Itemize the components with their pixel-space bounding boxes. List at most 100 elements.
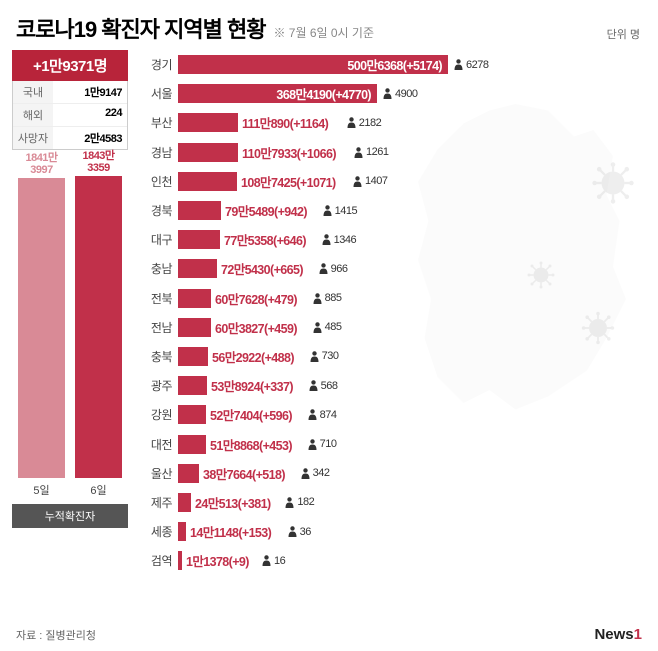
person-icon — [309, 380, 318, 391]
page-title: 코로나19 확진자 지역별 현황 — [16, 12, 265, 44]
hbar-value: 72만5430(+665) — [221, 259, 303, 278]
critical-count: 966 — [319, 263, 348, 275]
region-row: 검역 1만1378(+9) 16 — [138, 546, 646, 575]
region-label: 충남 — [138, 260, 172, 277]
critical-count: 568 — [309, 380, 338, 392]
critical-count: 730 — [310, 350, 339, 362]
person-icon — [454, 59, 463, 70]
critical-count: 4900 — [383, 88, 417, 100]
hbar-wrap: 60만3827(+459)485 — [178, 318, 646, 337]
critical-count: 2182 — [347, 117, 381, 129]
cumulative-barchart: 1841만 3997 5일 1843만 3359 6일 누적확진자 — [12, 168, 128, 548]
hbar-wrap: 38만7664(+518) 342 — [178, 464, 646, 483]
bars-container: 1841만 3997 5일 1843만 3359 6일 — [12, 168, 128, 498]
hbar-wrap: 60만7628(+479)885 — [178, 289, 646, 308]
region-rows: 경기500만6368(+5174)6278서울368만4190(+4770)49… — [138, 50, 646, 575]
region-label: 전남 — [138, 319, 172, 336]
stats-row: 사망자 2만4583 — [13, 126, 127, 149]
region-label: 경북 — [138, 202, 172, 219]
person-icon — [313, 293, 322, 304]
main: +1만9371명 국내 1만9147 해외 224 사망자 2만4583 184… — [0, 50, 658, 579]
region-row: 경남110만7933(+1066)1261 — [138, 138, 646, 167]
bar-prev-label: 1841만 3997 — [25, 152, 57, 176]
hbar-wrap: 500만6368(+5174) 6278 — [178, 55, 646, 74]
hbar-value: 500만6368(+5174) — [347, 55, 442, 74]
hbar — [178, 318, 211, 337]
bar-curr-top1: 1843만 — [82, 150, 114, 162]
region-label: 서울 — [138, 85, 172, 102]
critical-count: 710 — [308, 438, 337, 450]
hbar-value: 110만7933(+1066) — [242, 143, 336, 162]
stats-value: 1만9147 — [53, 81, 127, 103]
region-label: 세종 — [138, 523, 172, 540]
hbar-value: 53만8924(+337) — [211, 376, 293, 395]
hbar-wrap: 111만890(+1164) 2182 — [178, 113, 646, 132]
hbar-wrap: 108만7425(+1071)1407 — [178, 172, 646, 191]
critical-value: 1407 — [365, 175, 387, 187]
region-row: 충남 72만5430(+665) 966 — [138, 254, 646, 283]
bar-prev-day: 5일 — [33, 482, 49, 498]
region-row: 경기 500만6368(+5174) 6278 — [138, 50, 646, 79]
bar-curr-top2: 3359 — [87, 162, 109, 174]
region-label: 검역 — [138, 552, 172, 569]
region-label: 부산 — [138, 114, 172, 131]
critical-value: 966 — [331, 263, 348, 275]
hbar — [178, 289, 211, 308]
critical-count: 36 — [288, 526, 311, 538]
person-icon — [323, 205, 332, 216]
region-label: 인천 — [138, 173, 172, 190]
critical-value: 1261 — [366, 146, 388, 158]
critical-count: 1261 — [354, 146, 388, 158]
critical-value: 16 — [274, 555, 285, 567]
hbar-value: 111만890(+1164) — [242, 113, 328, 132]
stats-row: 국내 1만9147 — [13, 81, 127, 103]
critical-value: 2182 — [359, 117, 381, 129]
stats-label: 해외 — [13, 104, 53, 126]
hbar-wrap: 77만5358(+646)1346 — [178, 230, 646, 249]
hbar-value: 14만1148(+153) — [190, 522, 271, 541]
bar-curr: 1843만 3359 6일 — [75, 150, 122, 498]
hbar-wrap: 53만8924(+337) 568 — [178, 376, 646, 395]
hbar-wrap: 14만1148(+153) 36 — [178, 522, 646, 541]
person-icon — [285, 497, 294, 508]
hbar-value: 38만7664(+518) — [203, 464, 285, 483]
critical-count: 1415 — [323, 205, 357, 217]
critical-count: 885 — [313, 292, 342, 304]
hbar-wrap: 110만7933(+1066) 1261 — [178, 143, 646, 162]
hbar — [178, 522, 186, 541]
cumulative-label: 누적확진자 — [12, 504, 128, 528]
critical-count: 6278 — [454, 59, 488, 71]
region-row: 전남 60만3827(+459)485 — [138, 313, 646, 342]
bar-prev: 1841만 3997 5일 — [18, 152, 65, 498]
hbar-wrap: 24만513(+381) 182 — [178, 493, 646, 512]
hbar-value: 77만5358(+646) — [224, 230, 306, 249]
region-label: 광주 — [138, 377, 172, 394]
bar-prev-rect — [18, 178, 65, 478]
hbar — [178, 464, 199, 483]
critical-count: 342 — [301, 467, 330, 479]
person-icon — [288, 526, 297, 537]
region-row: 부산 111만890(+1164) 2182 — [138, 108, 646, 137]
bar-prev-top2: 3997 — [30, 164, 52, 176]
hbar-value: 60만3827(+459) — [215, 318, 297, 337]
hbar-value: 24만513(+381) — [195, 493, 271, 512]
region-label: 경기 — [138, 56, 172, 73]
hbar-wrap: 56만2922(+488)730 — [178, 347, 646, 366]
hbar — [178, 230, 220, 249]
stats-row: 해외 224 — [13, 103, 127, 126]
hbar — [178, 143, 238, 162]
hbar-value: 1만1378(+9) — [186, 551, 249, 570]
hbar — [178, 551, 182, 570]
right-panel: 경기500만6368(+5174)6278서울368만4190(+4770)49… — [138, 50, 646, 575]
person-icon — [308, 439, 317, 450]
stats-value: 2만4583 — [53, 127, 127, 149]
header: 코로나19 확진자 지역별 현황 ※ 7월 6일 0시 기준 — [0, 0, 658, 50]
critical-value: 710 — [320, 438, 337, 450]
critical-count: 1407 — [353, 175, 387, 187]
critical-count: 16 — [262, 555, 285, 567]
region-label: 울산 — [138, 465, 172, 482]
bar-curr-rect — [75, 176, 122, 478]
hbar — [178, 493, 191, 512]
critical-count: 182 — [285, 496, 314, 508]
hbar — [178, 435, 206, 454]
